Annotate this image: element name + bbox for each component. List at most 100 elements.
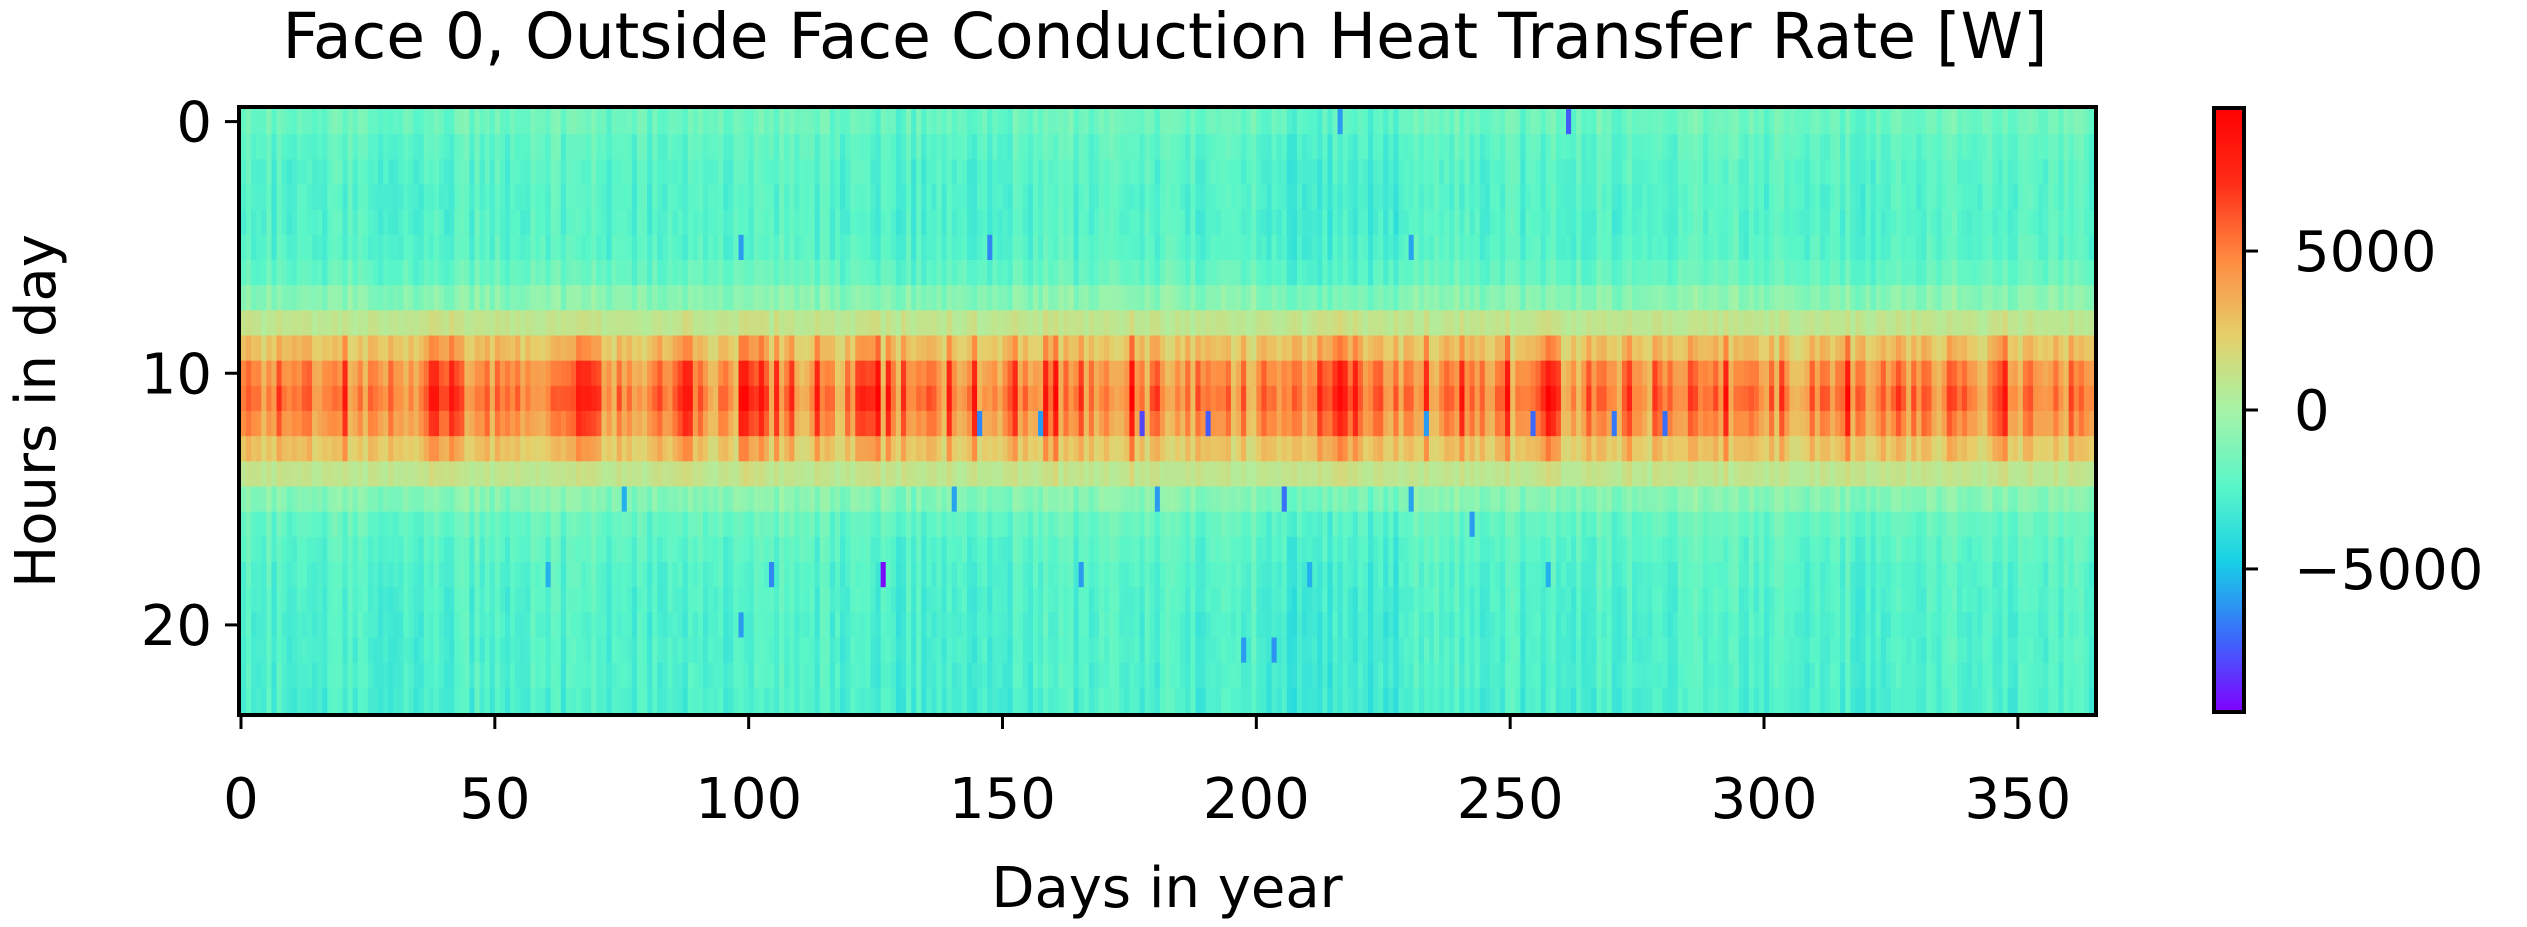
heatmap-cell	[682, 637, 689, 664]
heatmap-cell	[961, 134, 968, 160]
heatmap-cell	[768, 562, 775, 588]
heatmap-cell	[697, 587, 704, 613]
heatmap-cell	[296, 461, 303, 488]
heatmap-cell	[1291, 511, 1298, 538]
heatmap-cell	[1291, 260, 1298, 286]
heatmap-cell	[550, 612, 557, 639]
heatmap-cell	[1256, 637, 1263, 664]
heatmap-cell	[565, 411, 572, 437]
heatmap-cell	[413, 436, 420, 462]
heatmap-cell	[667, 436, 674, 462]
heatmap-cell	[378, 134, 384, 160]
heatmap-cell	[337, 687, 344, 714]
heatmap-cell	[327, 687, 333, 714]
heatmap-cell	[921, 159, 927, 186]
heatmap-cell	[271, 536, 278, 563]
heatmap-cell	[728, 385, 735, 412]
heatmap-cell	[317, 411, 323, 437]
heatmap-cell	[662, 285, 669, 311]
heatmap-cell	[834, 159, 841, 186]
heatmap-cell	[586, 637, 592, 664]
heatmap-cell	[1093, 511, 1100, 538]
heatmap-cell	[347, 562, 354, 588]
heatmap-cell	[591, 436, 597, 462]
heatmap-cell	[972, 587, 978, 613]
heatmap-cell	[1119, 209, 1125, 236]
heatmap-cell	[454, 184, 460, 211]
heatmap-cell	[636, 134, 643, 160]
heatmap-cell	[596, 436, 603, 462]
heatmap-cell	[916, 662, 922, 689]
heatmap-cell	[565, 511, 572, 538]
heatmap-cell	[596, 285, 603, 311]
heatmap-cell	[1246, 159, 1252, 186]
heatmap-cell	[398, 109, 405, 135]
heatmap-cell	[418, 109, 425, 135]
heatmap-cell	[906, 637, 912, 664]
heatmap-cell	[774, 360, 780, 387]
heatmap-cell	[845, 662, 851, 689]
heatmap-cell	[357, 310, 364, 337]
heatmap-cell	[1281, 159, 1288, 186]
heatmap-cell	[1256, 335, 1263, 362]
heatmap-cell	[352, 486, 359, 513]
heatmap-cell	[713, 335, 719, 362]
heatmap-cell	[702, 662, 709, 689]
heatmap-cell	[1251, 310, 1257, 337]
heatmap-cell	[1220, 662, 1227, 689]
heatmap-cell	[799, 486, 806, 513]
heatmap-cell	[312, 486, 318, 513]
heatmap-cell	[951, 511, 958, 538]
heatmap-cell	[1053, 486, 1059, 513]
heatmap-cell	[1230, 159, 1237, 186]
heatmap-cell	[307, 134, 313, 160]
heatmap-cell	[327, 461, 333, 488]
heatmap-cell	[931, 637, 938, 664]
heatmap-cell	[758, 260, 765, 286]
heatmap-cell	[713, 662, 719, 689]
heatmap-cell	[733, 687, 740, 714]
heatmap-cell	[966, 335, 973, 362]
heatmap-cell	[1205, 310, 1212, 337]
heatmap-cell	[946, 637, 953, 664]
heatmap-cell	[535, 385, 542, 412]
heatmap-cell	[388, 209, 394, 236]
heatmap-cell	[865, 109, 872, 135]
heatmap-cell	[753, 360, 760, 387]
heatmap-cell	[1190, 360, 1197, 387]
heatmap-cell	[499, 637, 506, 664]
heatmap-cell	[418, 637, 425, 664]
heatmap-cell	[601, 461, 608, 488]
heatmap-cell	[362, 260, 369, 286]
heatmap-cell	[464, 687, 471, 714]
heatmap-cell	[550, 134, 557, 160]
heatmap-cell	[1109, 109, 1115, 135]
heatmap-cell	[469, 612, 476, 639]
heatmap-cell	[1124, 436, 1131, 462]
heatmap-cell	[834, 385, 841, 412]
heatmap-cell	[530, 587, 537, 613]
heatmap-cell	[1083, 436, 1090, 462]
heatmap-cell	[1276, 134, 1283, 160]
heatmap-cell	[352, 260, 359, 286]
heatmap-cell	[1215, 536, 1222, 563]
heatmap-cell	[1164, 385, 1171, 412]
heatmap-cell	[1241, 209, 1247, 236]
heatmap-cell	[809, 285, 816, 311]
heatmap-cell	[758, 285, 765, 311]
heatmap-cell	[723, 184, 729, 211]
heatmap-cell	[992, 637, 999, 664]
heatmap-cell	[916, 335, 922, 362]
heatmap-cell	[900, 411, 907, 437]
heatmap-cell	[367, 436, 374, 462]
heatmap-cell	[647, 436, 653, 462]
heatmap-cell	[713, 360, 719, 387]
heatmap-cell	[301, 687, 308, 714]
heatmap-cell	[332, 637, 339, 664]
heatmap-cell	[398, 159, 405, 186]
heatmap-cell	[1230, 310, 1237, 337]
heatmap-cell	[906, 335, 912, 362]
heatmap-cell	[1058, 587, 1065, 613]
heatmap-cell	[433, 385, 440, 412]
heatmap-cell	[1078, 486, 1085, 513]
